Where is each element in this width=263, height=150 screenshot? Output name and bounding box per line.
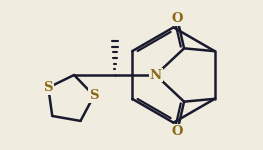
Text: S: S [44,81,53,94]
Text: O: O [171,12,183,25]
Text: O: O [171,125,183,138]
Text: N: N [150,69,162,81]
Text: S: S [89,89,99,102]
